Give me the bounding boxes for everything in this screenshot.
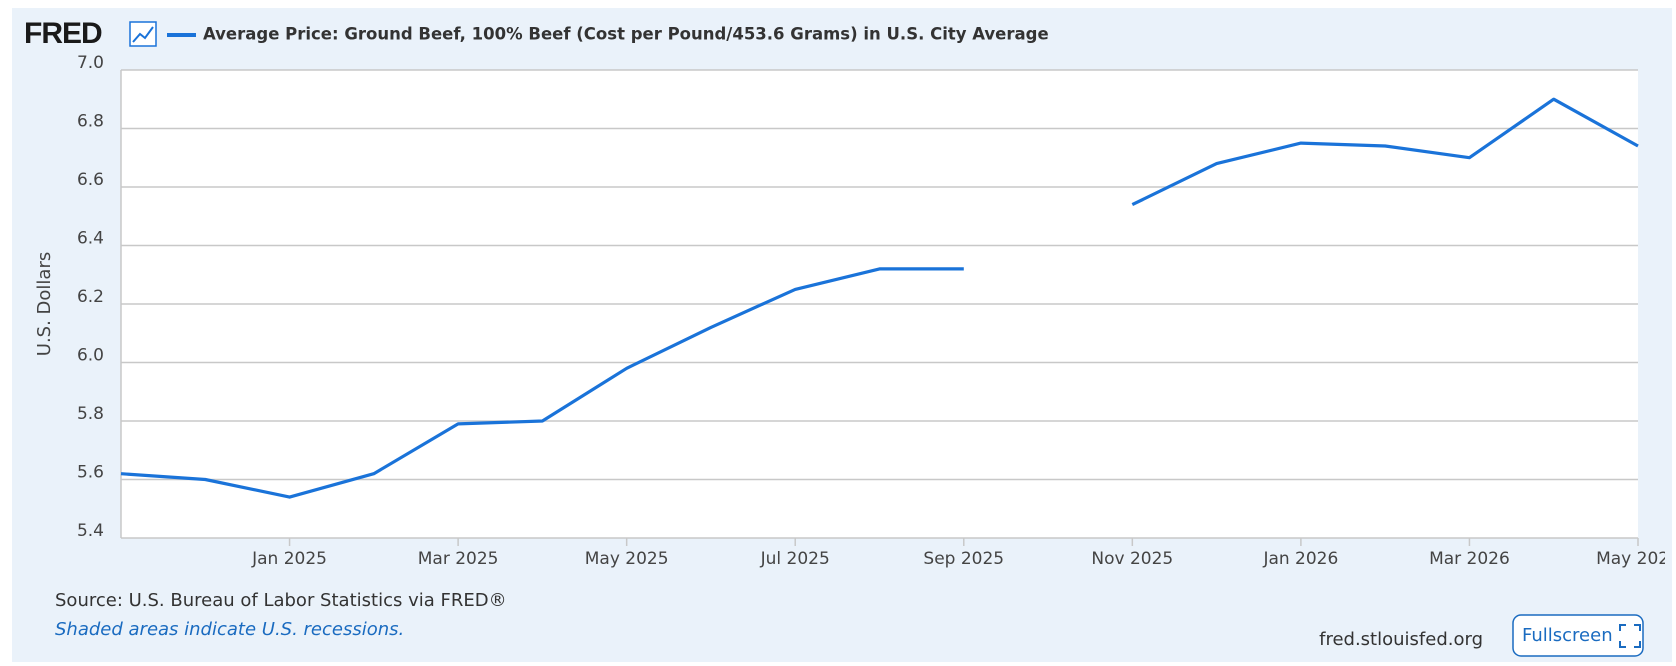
logo-icon [129,21,157,47]
y-tick-label: 5.4 [77,521,104,541]
fullscreen-icon[interactable] [1619,624,1641,648]
x-tick-label: Mar 2026 [1429,549,1510,569]
line-series [120,97,1639,499]
fullscreen-button[interactable] [1512,614,1644,657]
logo: FRED [24,17,102,50]
x-tick-label: Jan 2026 [1262,549,1338,569]
y-tick-label: 6.0 [77,346,104,366]
site-link[interactable]: fred.stlouisfed.org [1319,629,1483,650]
recession-note: Shaded areas indicate U.S. recessions. [55,619,404,640]
y-tick-label: 6.6 [77,170,104,190]
x-tick-label: May 2026 [1596,549,1676,569]
x-tick-label: Jul 2025 [760,549,830,569]
x-tick-label: Nov 2025 [1091,549,1173,569]
y-tick-label: 5.8 [77,404,104,424]
y-tick-label: 7.0 [77,53,104,73]
plot: Jan 2025 Mar 2025 May 2025 Jul 2025 Sep 2025… [120,69,1676,569]
legend-label: Average Price: Ground Beef, 100% Beef (C… [203,25,1049,44]
source: Source: U.S. Bureau of Labor Statistics … [55,590,507,611]
x-tick-label: Sep 2025 [923,549,1004,569]
x-tick-label: Mar 2025 [418,549,499,569]
y-axis-label: U.S. Dollars [34,252,55,356]
fullscreen-label[interactable]: Fullscreen [1522,625,1613,646]
x-tick-label: May 2025 [585,549,669,569]
y-tick-label: 6.2 [77,287,104,307]
y-tick-label: 6.4 [77,229,104,249]
y-tick-label: 6.8 [77,112,104,132]
y-tick-label: 5.6 [77,463,104,483]
x-tick-label: Jan 2025 [251,549,327,569]
